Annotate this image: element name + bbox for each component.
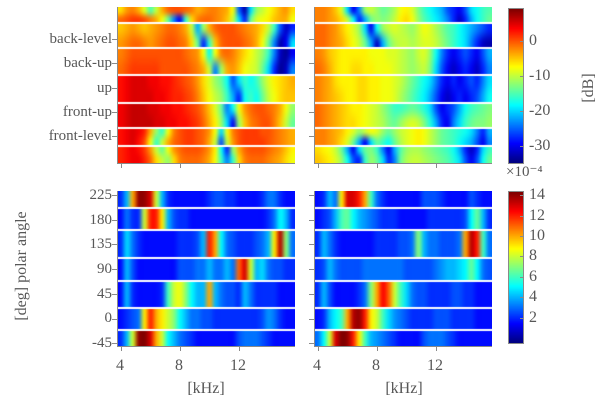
tick-mark bbox=[520, 256, 523, 257]
cb-db-tick-0: 0 bbox=[529, 32, 537, 49]
tick-mark bbox=[520, 146, 523, 147]
tick-mark bbox=[112, 343, 117, 344]
heatmap-top-left bbox=[118, 7, 295, 163]
y-axis-label-polar-angle: [deg] polar angle bbox=[13, 211, 30, 321]
xtick-right-12: 12 bbox=[427, 357, 443, 374]
cb-db-tick-n30: -30 bbox=[529, 137, 551, 154]
tick-mark bbox=[112, 294, 117, 295]
colorbar-db bbox=[508, 8, 524, 164]
tick-mark bbox=[436, 164, 437, 168]
heatmap-panel-bottom-left bbox=[117, 191, 295, 347]
ylabel-0: 0 bbox=[104, 310, 113, 326]
tick-mark bbox=[520, 195, 523, 196]
ylabel-90: 90 bbox=[97, 261, 112, 277]
tick-mark bbox=[112, 220, 117, 221]
tick-mark bbox=[309, 88, 314, 89]
cb-db-tick-n10: -10 bbox=[529, 67, 551, 84]
tick-mark bbox=[520, 216, 523, 217]
cb-multiplier-label: ×10⁻⁴ bbox=[506, 164, 543, 180]
tick-mark bbox=[112, 195, 117, 196]
tick-mark bbox=[520, 111, 523, 112]
ylabel-back-up: back-up bbox=[63, 55, 112, 71]
tick-mark bbox=[520, 236, 523, 237]
cb-lin-tick-4: 4 bbox=[529, 288, 537, 305]
tick-mark bbox=[309, 136, 314, 137]
tick-mark bbox=[520, 318, 523, 319]
cb-lin-tick-14: 14 bbox=[529, 186, 545, 203]
heatmap-top-right bbox=[315, 7, 492, 163]
ylabel-up: up bbox=[97, 80, 112, 96]
ylabel-180: 180 bbox=[89, 212, 113, 228]
tick-mark bbox=[309, 39, 314, 40]
tick-mark bbox=[112, 269, 117, 270]
xtick-right-4: 4 bbox=[313, 357, 321, 374]
tick-mark bbox=[520, 297, 523, 298]
cb-lin-tick-8: 8 bbox=[529, 247, 537, 264]
cb-db-tick-n20: -20 bbox=[529, 102, 551, 119]
colorbar-db-gradient bbox=[509, 9, 523, 163]
cb-lin-tick-10: 10 bbox=[529, 227, 545, 244]
tick-mark bbox=[309, 269, 314, 270]
xtick-right-8: 8 bbox=[372, 357, 380, 374]
cb-lin-tick-6: 6 bbox=[529, 268, 537, 285]
ylabel-front-level: front-level bbox=[48, 128, 112, 144]
heatmap-panel-bottom-right bbox=[314, 191, 492, 347]
tick-mark bbox=[309, 294, 314, 295]
xtick-left-8: 8 bbox=[175, 357, 183, 374]
tick-mark bbox=[309, 112, 314, 113]
ylabel-back-level: back-level bbox=[49, 31, 112, 47]
xtick-left-12: 12 bbox=[230, 357, 246, 374]
x-axis-label-right: [kHz] bbox=[385, 380, 423, 397]
ylabel-135: 135 bbox=[89, 236, 113, 252]
tick-mark bbox=[309, 195, 314, 196]
tick-mark bbox=[112, 112, 117, 113]
tick-mark bbox=[377, 347, 378, 351]
tick-mark bbox=[377, 164, 378, 168]
colorbar-linear-gradient bbox=[509, 192, 523, 343]
tick-mark bbox=[318, 347, 319, 351]
tick-mark bbox=[121, 164, 122, 168]
tick-mark bbox=[112, 319, 117, 320]
tick-mark bbox=[112, 63, 117, 64]
ylabel-225: 225 bbox=[89, 187, 113, 203]
tick-mark bbox=[309, 63, 314, 64]
tick-mark bbox=[180, 347, 181, 351]
ylabel-neg45: -45 bbox=[92, 335, 112, 351]
tick-mark bbox=[112, 136, 117, 137]
tick-mark bbox=[309, 319, 314, 320]
tick-mark bbox=[309, 220, 314, 221]
xtick-left-4: 4 bbox=[116, 357, 124, 374]
cb-lin-tick-12: 12 bbox=[529, 207, 545, 224]
x-axis-label-left: [kHz] bbox=[187, 380, 225, 397]
tick-mark bbox=[318, 164, 319, 168]
tick-mark bbox=[520, 277, 523, 278]
tick-mark bbox=[309, 244, 314, 245]
heatmap-bottom-right bbox=[315, 191, 492, 346]
tick-mark bbox=[436, 347, 437, 351]
tick-mark bbox=[239, 347, 240, 351]
tick-mark bbox=[180, 164, 181, 168]
heatmap-panel-top-left bbox=[117, 7, 295, 164]
cb-lin-tick-2: 2 bbox=[529, 309, 537, 326]
tick-mark bbox=[309, 343, 314, 344]
ylabel-front-up: front-up bbox=[62, 104, 112, 120]
tick-mark bbox=[121, 347, 122, 351]
tick-mark bbox=[112, 39, 117, 40]
tick-mark bbox=[112, 244, 117, 245]
tick-mark bbox=[520, 41, 523, 42]
tick-mark bbox=[520, 76, 523, 77]
ylabel-45: 45 bbox=[97, 286, 112, 302]
heatmap-bottom-left bbox=[118, 191, 295, 346]
cb-db-unit-label: [dB] bbox=[580, 73, 597, 103]
heatmap-panel-top-right bbox=[314, 7, 492, 164]
tick-mark bbox=[112, 88, 117, 89]
tick-mark bbox=[239, 164, 240, 168]
colorbar-linear bbox=[508, 191, 524, 344]
